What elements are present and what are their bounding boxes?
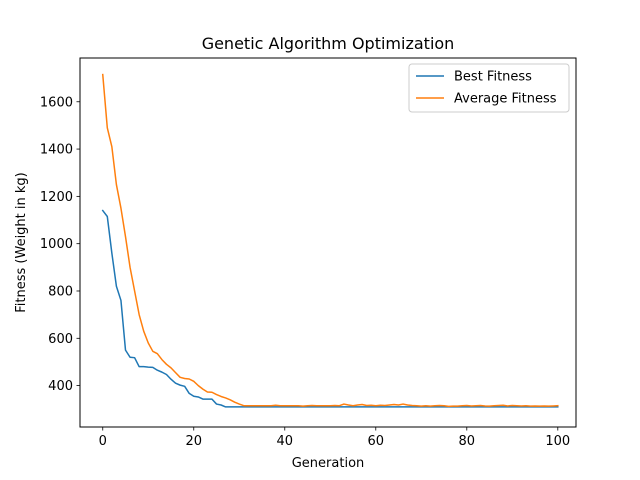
y-tick-label: 600	[48, 332, 73, 347]
y-axis-label: Fitness (Weight in kg)	[14, 172, 29, 313]
y-axis: 400 600 800 1000 1200 1400 1600	[40, 95, 80, 394]
chart-title: Genetic Algorithm Optimization	[202, 34, 455, 53]
x-tick-label: 20	[185, 434, 202, 449]
y-tick-label: 800	[48, 284, 73, 299]
x-tick-label: 40	[276, 434, 293, 449]
x-tick-label: 0	[99, 434, 107, 449]
y-tick-label: 1000	[40, 237, 73, 252]
series-line-0	[101, 209, 559, 408]
x-tick-label: 100	[545, 434, 570, 449]
legend-label-1: Average Fitness	[454, 92, 557, 107]
series-line-1	[101, 73, 559, 408]
y-tick-label: 400	[48, 379, 73, 394]
x-tick-label: 80	[459, 434, 476, 449]
y-tick-label: 1200	[40, 190, 73, 205]
legend-label-0: Best Fitness	[454, 70, 532, 85]
plot-area	[79, 57, 577, 428]
legend: Best Fitness Average Fitness	[408, 63, 570, 113]
legend-box	[408, 63, 570, 113]
x-axis: 0 20 40 60 80 100	[99, 427, 570, 449]
axes-frame	[79, 57, 577, 428]
x-tick-label: 60	[368, 434, 385, 449]
x-axis-label: Generation	[292, 456, 365, 471]
y-tick-label: 1400	[40, 143, 73, 158]
y-tick-label: 1600	[40, 95, 73, 110]
series-group	[101, 73, 559, 408]
